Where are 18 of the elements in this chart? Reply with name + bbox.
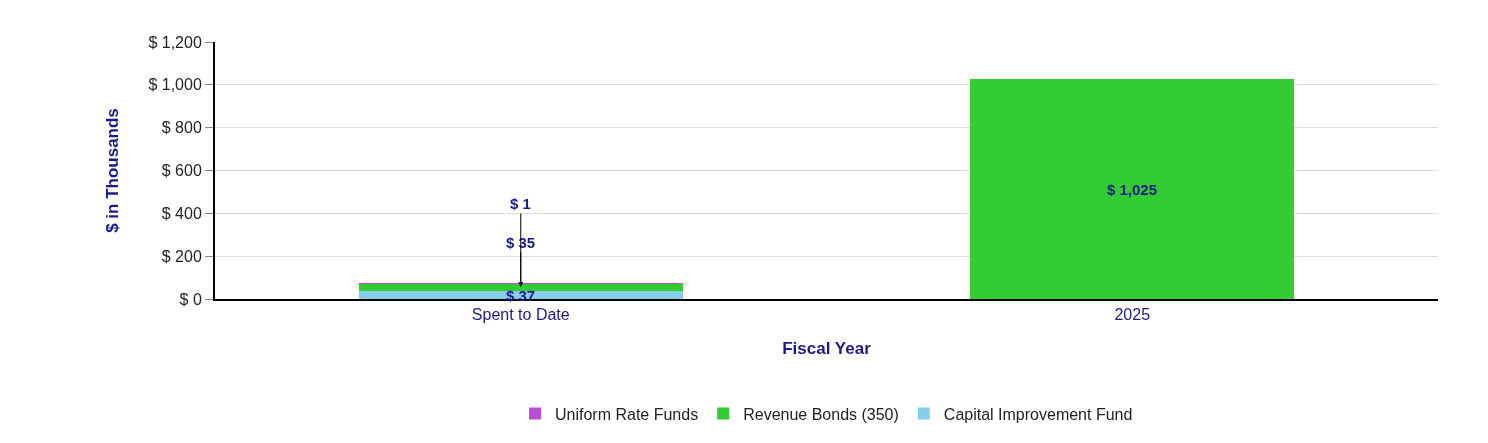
y-tick-label: $ 800 (161, 119, 202, 137)
legend-label: Uniform Rate Funds (555, 405, 699, 423)
y-tick-label: $ 400 (161, 204, 202, 222)
data-label: $ 1 (510, 195, 531, 212)
y-tick-label: $ 1,000 (148, 76, 202, 94)
x-tick-label: Spent to Date (471, 306, 570, 324)
legend-label: Capital Improvement Fund (943, 405, 1133, 423)
x-axis-title: Fiscal Year (782, 339, 872, 359)
bar (970, 79, 1295, 299)
data-label: $ 1,025 (1107, 181, 1158, 198)
legend-label: Revenue Bonds (350) (743, 405, 899, 423)
y-tick-label: $ 1,200 (148, 33, 202, 51)
y-tick-label: $ 0 (179, 290, 202, 308)
y-tick-label: $ 200 (161, 247, 202, 265)
x-tick-label: 2025 (1114, 306, 1151, 324)
y-tick-label: $ 600 (161, 162, 202, 180)
bar (358, 283, 683, 292)
y-axis-title: $ in Thousands (103, 108, 123, 233)
